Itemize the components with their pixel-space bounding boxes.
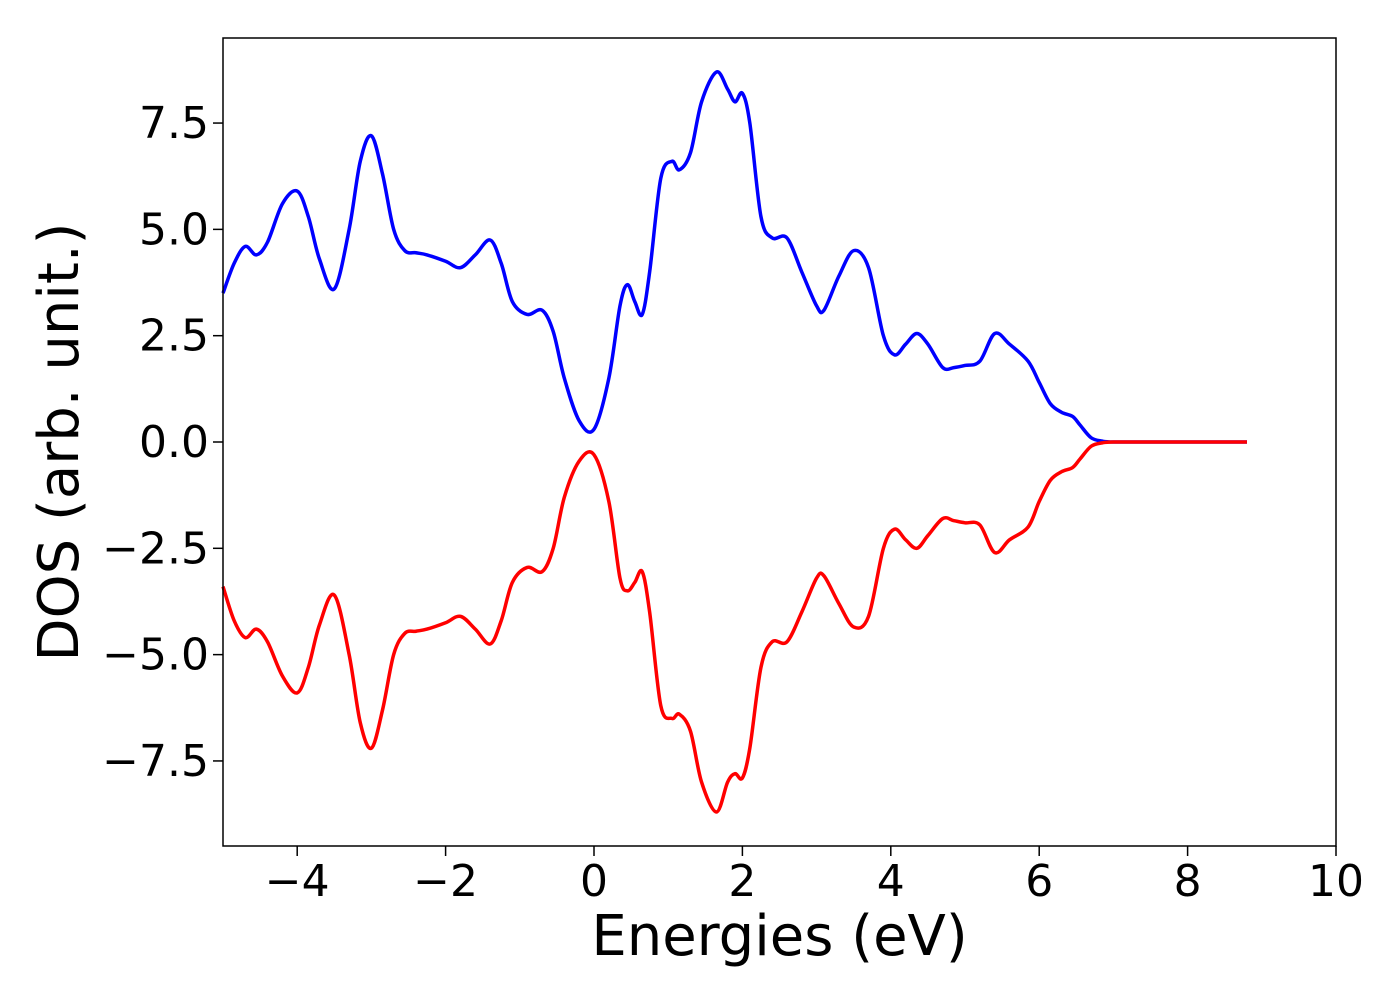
y-tick-label: 2.5 [139,311,209,362]
x-tick-label: −4 [265,856,330,907]
y-tick-label: 5.0 [139,204,209,255]
x-tick-label: 6 [1025,856,1053,907]
x-tick-label: 4 [877,856,905,907]
y-tick-label: −5.0 [102,630,209,681]
x-tick-label: 8 [1174,856,1202,907]
x-axis-ticks: −4 −2 0 2 4 6 8 10 [265,846,1364,907]
y-tick-label: 7.5 [139,98,209,149]
x-axis-title: Energies (eV) [591,904,967,969]
y-axis-ticks: 7.5 5.0 2.5 0.0 −2.5 −5.0 −7.5 [102,98,223,787]
series-line-1 [221,70,1247,444]
x-tick-label: 0 [580,856,608,907]
series-line-2 [221,440,1247,814]
y-axis-title: DOS (arb. unit.) [27,222,92,661]
x-tick-label: 2 [728,856,756,907]
x-tick-label: −2 [413,856,478,907]
y-tick-label: −7.5 [102,736,209,787]
x-tick-label: 10 [1308,856,1364,907]
series-layer [221,70,1247,814]
y-tick-label: −2.5 [102,523,209,574]
y-tick-label: 0.0 [139,417,209,468]
